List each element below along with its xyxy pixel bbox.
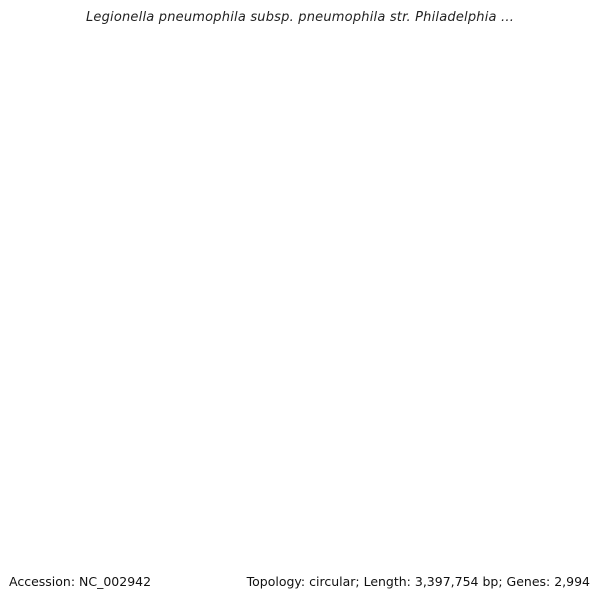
accession-text: Accession: NC_002942 [9, 574, 152, 589]
map-title: Legionella pneumophila subsp. pneumophil… [85, 10, 515, 25]
genome-summary-text: Topology: circular; Length: 3,397,754 bp… [246, 574, 590, 589]
